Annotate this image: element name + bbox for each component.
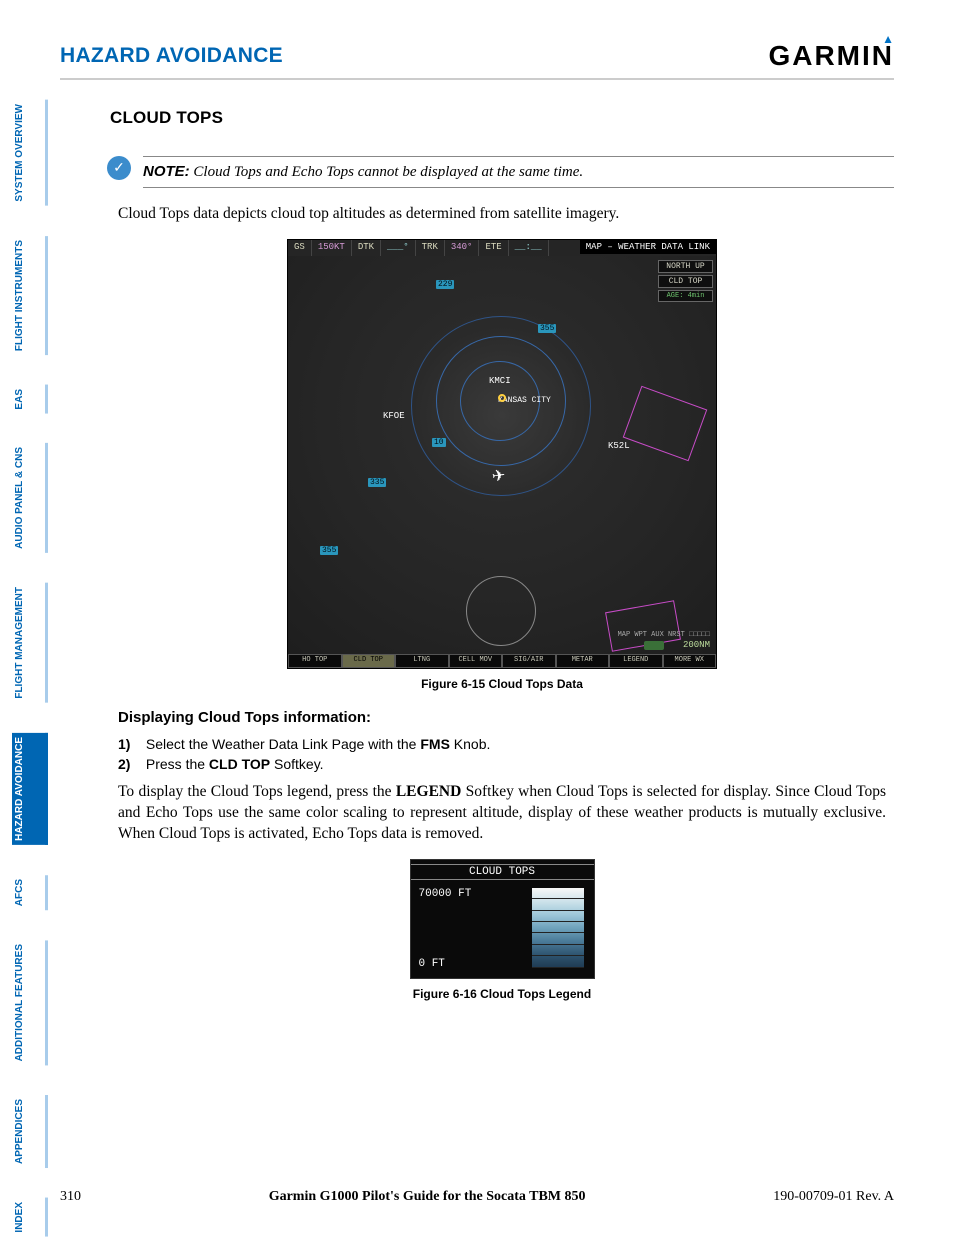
- softkey-cld-top[interactable]: CLD TOP: [342, 654, 396, 668]
- page-header: HAZARD AVOIDANCE GARMIN▲: [60, 40, 894, 80]
- sidebar-item-eas[interactable]: EAS: [12, 385, 48, 414]
- map-display: GS 150KT DTK ___° TRK 340° ETE __:__ MAP…: [287, 239, 717, 669]
- sidebar-item-audio-panel-cns[interactable]: AUDIO PANEL & CNS: [12, 443, 48, 553]
- softkey-sig-air[interactable]: SIG/AIR: [502, 654, 556, 668]
- step-text: Press the: [146, 756, 209, 772]
- sidebar-item-flight-management[interactable]: FLIGHT MANAGEMENT: [12, 583, 48, 703]
- softkey-more-wx[interactable]: MORE WX: [663, 654, 717, 668]
- sidebar-item-additional-features[interactable]: ADDITIONAL FEATURES: [12, 940, 48, 1065]
- note-keyword: NOTE:: [143, 163, 190, 180]
- waypoint-kfoe: KFOE: [383, 411, 405, 421]
- alt-tag-icon: 355: [320, 546, 338, 555]
- step-1: 1) Select the Weather Data Link Page wit…: [118, 736, 894, 752]
- topbar-ete-value: __:__: [509, 240, 549, 256]
- sidebar: SYSTEM OVERVIEW FLIGHT INSTRUMENTS EAS A…: [12, 100, 48, 1237]
- sidebar-item-afcs[interactable]: AFCS: [12, 875, 48, 910]
- cld-top-label: CLD TOP: [658, 275, 713, 288]
- legend-gradient-icon: [532, 888, 584, 968]
- legend-title: CLOUD TOPS: [411, 864, 594, 880]
- step-bold: FMS: [420, 736, 450, 752]
- procedure-heading: Displaying Cloud Tops information:: [118, 709, 894, 726]
- figure-2-caption: Figure 6-16 Cloud Tops Legend: [110, 987, 894, 1001]
- section-title: HAZARD AVOIDANCE: [60, 44, 283, 68]
- softkey-cell-mov[interactable]: CELL MOV: [449, 654, 503, 668]
- target-ring-icon: [498, 394, 506, 402]
- topbar-ete-label: ETE: [479, 240, 508, 256]
- sidebar-item-hazard-avoidance[interactable]: HAZARD AVOIDANCE: [12, 733, 48, 845]
- moa-boundary-icon: [623, 386, 708, 462]
- step-bold: CLD TOP: [209, 756, 270, 772]
- age-label: AGE: 4min: [658, 290, 713, 302]
- garmin-logo: GARMIN▲: [768, 40, 894, 72]
- alt-tag-icon: 229: [436, 280, 454, 289]
- step-text: Knob.: [450, 736, 490, 752]
- softkey-bar: HO TOP CLD TOP LTNG CELL MOV SIG/AIR MET…: [288, 654, 716, 668]
- topbar-trk-label: TRK: [416, 240, 445, 256]
- step-text: Select the Weather Data Link Page with t…: [146, 736, 420, 752]
- subsection-heading: CLOUD TOPS: [110, 108, 894, 128]
- sidebar-item-appendices[interactable]: APPENDICES: [12, 1095, 48, 1168]
- sidebar-item-index[interactable]: INDEX: [12, 1198, 48, 1237]
- intro-paragraph: Cloud Tops data depicts cloud top altitu…: [118, 204, 886, 225]
- scale-value: 200NM: [683, 640, 710, 650]
- scale-bar-icon: [644, 641, 664, 650]
- step-text: Softkey.: [270, 756, 323, 772]
- softkey-ltng[interactable]: LTNG: [395, 654, 449, 668]
- note-text: Cloud Tops and Echo Tops cannot be displ…: [193, 164, 583, 180]
- figure-2: CLOUD TOPS 70000 FT 0 FT Figure 6-16 Clo…: [110, 859, 894, 1001]
- note-box: NOTE: Cloud Tops and Echo Tops cannot be…: [143, 156, 894, 188]
- note-check-icon: ✓: [107, 156, 131, 180]
- map-sidepanel: NORTH UP CLD TOP AGE: 4min: [658, 258, 713, 304]
- topbar-gs-label: GS: [288, 240, 312, 256]
- range-ring-icon: [466, 576, 536, 646]
- moa-boundary-icon: [605, 600, 681, 652]
- waypoint-k52l: K52L: [608, 441, 630, 451]
- alt-tag-icon: 10: [432, 438, 446, 447]
- content-area: CLOUD TOPS ✓ NOTE: Cloud Tops and Echo T…: [110, 108, 894, 1009]
- note-row: ✓ NOTE: Cloud Tops and Echo Tops cannot …: [107, 156, 894, 188]
- para-text: To display the Cloud Tops legend, press …: [118, 783, 396, 800]
- alt-tag-icon: 335: [368, 478, 386, 487]
- step-number: 1): [118, 736, 142, 752]
- ownship-icon: ✈: [491, 465, 507, 487]
- step-2: 2) Press the CLD TOP Softkey.: [118, 756, 894, 772]
- legend-bot: 0 FT: [419, 958, 445, 970]
- explain-paragraph: To display the Cloud Tops legend, press …: [118, 782, 886, 845]
- softkey-ho-top[interactable]: HO TOP: [288, 654, 342, 668]
- topbar-trk-value: 340°: [445, 240, 480, 256]
- sidebar-item-system-overview[interactable]: SYSTEM OVERVIEW: [12, 100, 48, 206]
- figure-1: GS 150KT DTK ___° TRK 340° ETE __:__ MAP…: [110, 239, 894, 691]
- logo-triangle-icon: ▲: [882, 32, 896, 46]
- map-title: MAP – WEATHER DATA LINK: [580, 240, 716, 254]
- page-footer: 310 Garmin G1000 Pilot's Guide for the S…: [60, 1189, 894, 1205]
- doc-rev: 190-00709-01 Rev. A: [773, 1189, 894, 1205]
- figure-1-caption: Figure 6-15 Cloud Tops Data: [110, 677, 894, 691]
- softkey-metar[interactable]: METAR: [556, 654, 610, 668]
- north-up-label: NORTH UP: [658, 260, 713, 273]
- topbar-dtk-value: ___°: [381, 240, 416, 256]
- brand-text: GARMIN: [768, 40, 894, 71]
- nav-breadcrumb: MAP WPT AUX NRST □□□□□: [618, 631, 710, 639]
- map-terrain: KMCI KANSAS CITY KFOE K52L 229 355 10 33…: [288, 256, 716, 654]
- legend-display: CLOUD TOPS 70000 FT 0 FT: [410, 859, 595, 979]
- alt-tag-icon: 355: [538, 324, 556, 333]
- legend-top: 70000 FT: [419, 888, 472, 900]
- sidebar-item-flight-instruments[interactable]: FLIGHT INSTRUMENTS: [12, 236, 48, 355]
- page-number: 310: [60, 1189, 81, 1205]
- softkey-legend[interactable]: LEGEND: [609, 654, 663, 668]
- footer-title: Garmin G1000 Pilot's Guide for the Socat…: [269, 1189, 586, 1205]
- waypoint-kmci: KMCI: [489, 376, 511, 386]
- topbar-dtk-label: DTK: [352, 240, 381, 256]
- step-number: 2): [118, 756, 142, 772]
- topbar-speed: 150KT: [312, 240, 352, 256]
- para-bold: LEGEND: [396, 783, 461, 800]
